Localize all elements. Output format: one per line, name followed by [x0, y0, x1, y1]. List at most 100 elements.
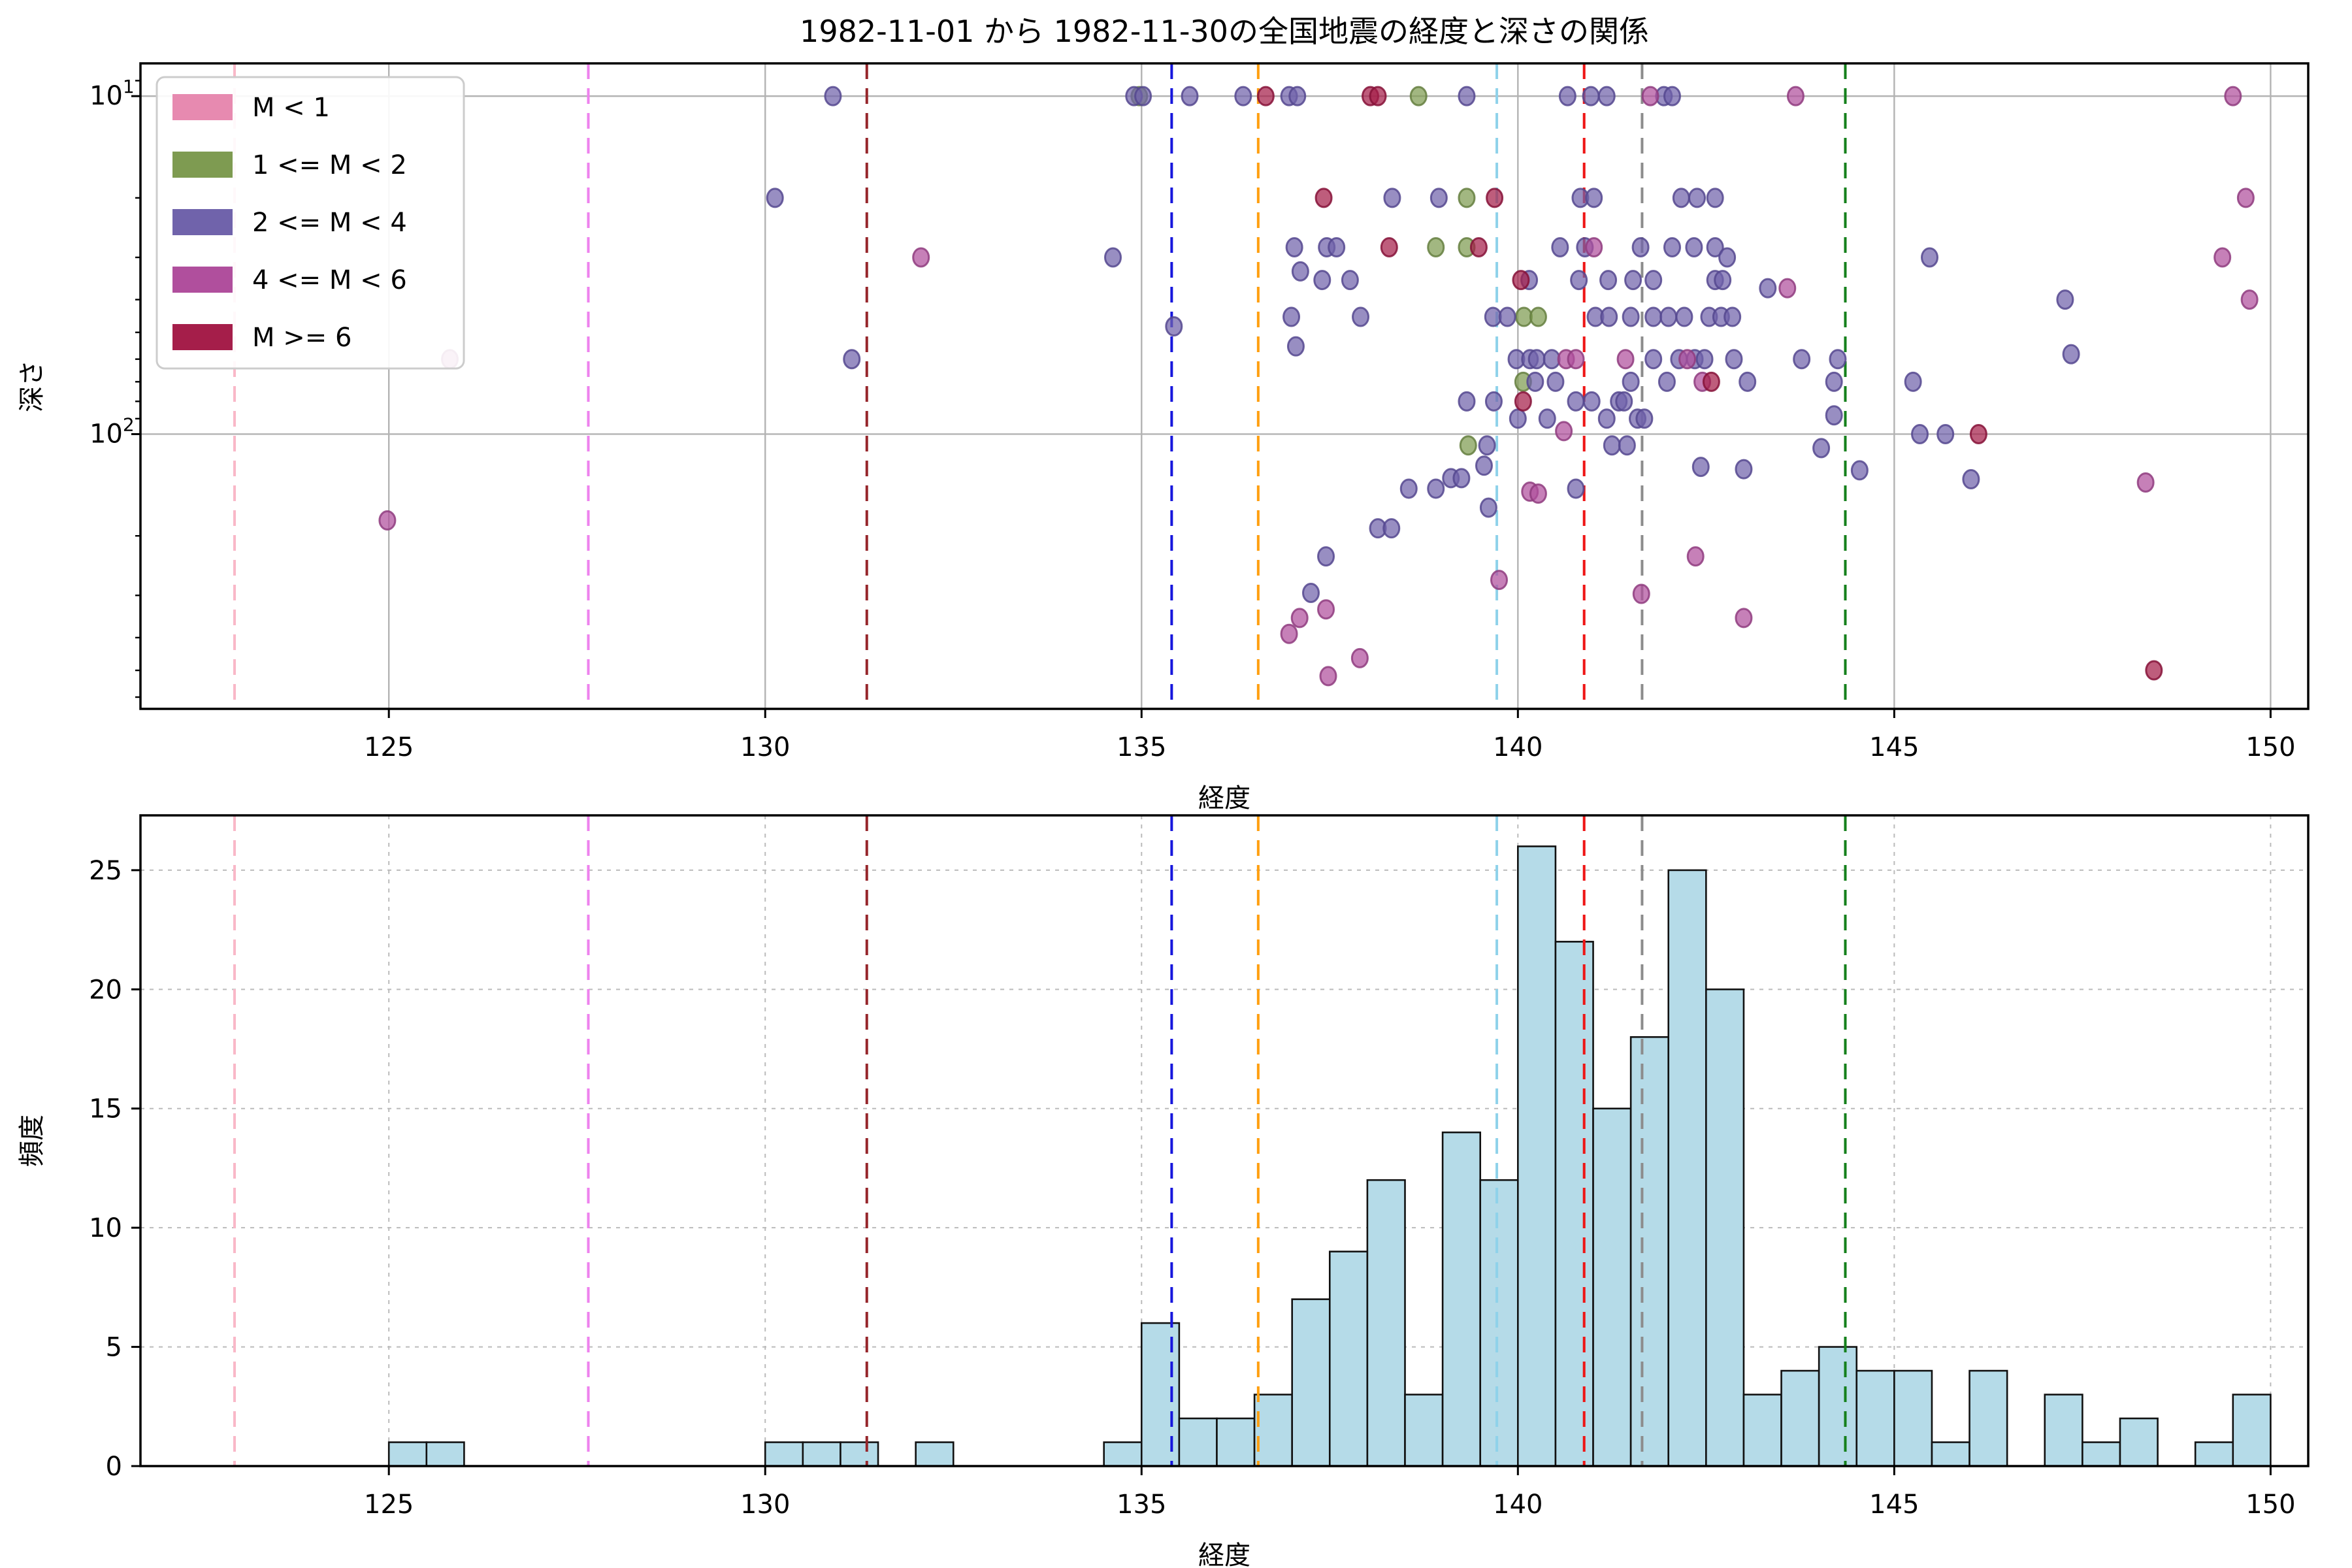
scatter-point [1603, 435, 1621, 456]
scatter-point [1644, 270, 1663, 291]
scatter-points [378, 86, 2259, 687]
scatter-point [1103, 247, 1122, 268]
scatter-point [1350, 647, 1369, 668]
histogram-bar [1705, 988, 1745, 1467]
scatter-point [1478, 435, 1496, 456]
scatter-point [1313, 270, 1331, 291]
scatter-point [1599, 270, 1618, 291]
scatter-point [1551, 237, 1569, 257]
scatter-point [1582, 391, 1601, 412]
scatter-point [1399, 478, 1418, 499]
scatter-xlabel: 経度 [1198, 783, 1250, 813]
scatter-point [1555, 421, 1573, 442]
scatter-point [2062, 344, 2080, 365]
scatter-point [1921, 247, 1939, 268]
scatter-point [1486, 188, 1504, 208]
legend-label: M < 1 [252, 93, 330, 123]
x-tick-label: 125 [364, 1490, 414, 1520]
legend-label: M >= 6 [252, 323, 351, 353]
scatter-point [1490, 570, 1509, 591]
scatter-point [1301, 583, 1320, 604]
scatter-point [1618, 435, 1636, 456]
scatter-point [1644, 349, 1663, 370]
scatter-point [766, 188, 784, 208]
histogram-bar [1855, 1369, 1895, 1467]
scatter-point [1427, 478, 1445, 499]
scatter-point [1812, 438, 1831, 459]
scatter-point [1317, 599, 1335, 620]
scatter-point [1624, 270, 1642, 291]
scatter-point [1567, 349, 1585, 370]
scatter-point [1793, 349, 1811, 370]
scatter-point [1739, 371, 1757, 392]
scatter-point [1527, 349, 1546, 370]
scatter-point [843, 349, 861, 370]
legend-swatch [172, 324, 233, 350]
scatter-point [1165, 316, 1183, 337]
scatter-point [1458, 188, 1476, 208]
scatter-point [1723, 306, 1742, 327]
histogram-bar [1818, 1346, 1858, 1467]
x-tick-label: 135 [1117, 732, 1166, 762]
histogram-bar [764, 1441, 804, 1467]
scatter-point [1475, 455, 1493, 476]
histogram-bar [1479, 1179, 1519, 1467]
scatter-point [1234, 86, 1252, 106]
histogram-bar [425, 1441, 465, 1467]
scatter-point [1631, 237, 1650, 257]
x-tick-label: 140 [1493, 1490, 1543, 1520]
scatter-axes-frame [139, 62, 2310, 710]
histogram-bar [1253, 1394, 1293, 1467]
scatter-point [1567, 478, 1585, 499]
scatter-point [1585, 188, 1603, 208]
scatter-point [1567, 391, 1585, 412]
scatter-point [1341, 270, 1359, 291]
scatter-point [1315, 188, 1333, 208]
scatter-point [1409, 86, 1428, 106]
scatter-point [2056, 289, 2074, 310]
scatter-point [1526, 371, 1544, 392]
scatter-point [1962, 469, 1980, 490]
scatter-point [1672, 188, 1690, 208]
histogram-bar [1968, 1369, 2008, 1467]
scatter-point [1615, 391, 1633, 412]
scatter-point [1380, 237, 1398, 257]
scatter-point [1936, 423, 1955, 444]
scatter-point [1600, 306, 1618, 327]
y-tick-label: 5 [106, 1333, 122, 1363]
legend-swatch [172, 209, 233, 235]
scatter-point [1352, 306, 1370, 327]
scatter-point [1658, 371, 1676, 392]
scatter-point [2213, 247, 2232, 268]
scatter-point [1582, 86, 1600, 106]
scatter-point [1622, 306, 1640, 327]
histogram-plot: 125 130 135 140 145 150 0 5 10 15 20 25 経度 頻度 [17, 814, 2310, 1568]
scatter-point [1718, 247, 1737, 268]
scatter-point [1714, 270, 1732, 291]
scatter-point [1663, 237, 1681, 257]
scatter-point [1622, 371, 1640, 392]
scatter-point [1498, 306, 1516, 327]
scatter-point [1759, 278, 1777, 299]
scatter-point [1725, 349, 1743, 370]
scatter-point [1256, 86, 1275, 106]
x-tick-label: 145 [1869, 732, 1919, 762]
reference-lines-bottom [233, 815, 1847, 1466]
x-tick-label: 130 [740, 1490, 790, 1520]
legend-swatch [172, 267, 233, 293]
scatter-point [1702, 371, 1720, 392]
histogram-bar [1328, 1250, 1369, 1467]
scatter-point [1458, 86, 1476, 106]
scatter-point [378, 510, 397, 531]
scatter-point [1644, 306, 1663, 327]
scatter-point [1459, 435, 1477, 456]
scatter-point [1558, 86, 1576, 106]
histogram-bar [840, 1441, 879, 1467]
legend-label: 4 <= M < 6 [252, 265, 407, 295]
scatter-point [1317, 546, 1335, 567]
y-tick-label: 15 [89, 1094, 122, 1124]
scatter-point [1597, 86, 1616, 106]
